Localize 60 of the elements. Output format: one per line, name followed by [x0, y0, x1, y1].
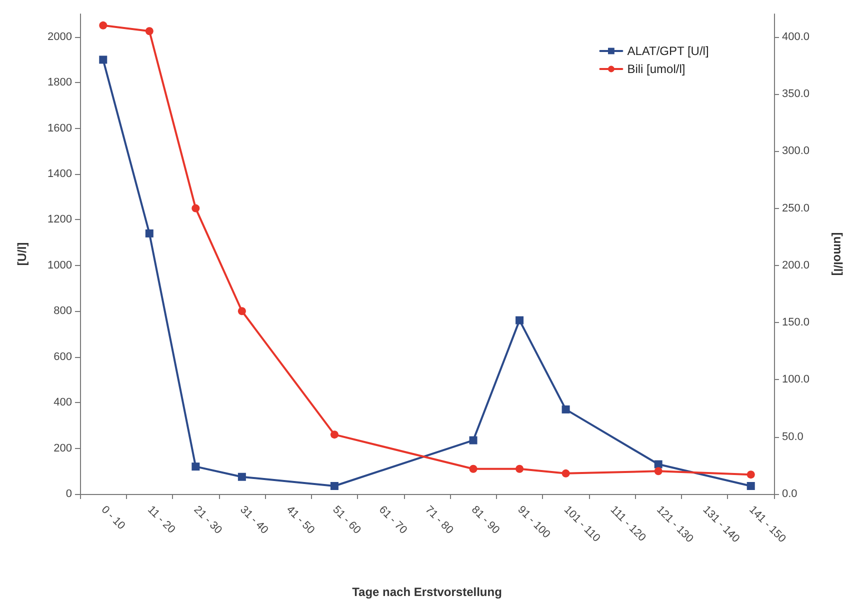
y-tick-label: 1800	[48, 76, 72, 89]
y-tick-label: 1000	[48, 259, 72, 272]
y2-tick-label: 50.0	[782, 430, 804, 443]
y-tick-label: 400	[54, 396, 72, 409]
x-tick-label: 101 - 110	[562, 504, 602, 544]
y2-tick-label: 400.0	[782, 30, 810, 43]
y-tick-label: 1600	[48, 122, 72, 134]
y2-tick-label: 250.0	[782, 202, 810, 214]
x-tick-label: 81 - 90	[469, 504, 502, 536]
x-tick-label: 41 - 50	[284, 504, 317, 536]
y-tick-label: 600	[54, 350, 72, 363]
y2-tick-label: 350.0	[782, 88, 810, 100]
y-tick-label: 200	[54, 442, 72, 454]
point	[746, 470, 755, 479]
y2-tick-label: 150.0	[782, 316, 810, 329]
x-tick-label: 121 - 130	[654, 504, 696, 546]
x-tick-label: 0 - 10	[98, 504, 128, 532]
y2-tick-label: 300.0	[782, 145, 810, 158]
x-tick-label: 21 - 30	[191, 504, 224, 536]
legend-label: ALAT/GPT [U/l]	[627, 44, 709, 58]
point	[145, 229, 154, 238]
point	[516, 316, 524, 324]
point	[469, 436, 478, 444]
y2-axis-title: [umol/l]	[831, 232, 845, 276]
y2-tick-label: 0.0	[782, 488, 798, 500]
x-tick-label: 91 - 100	[515, 504, 552, 541]
point	[654, 460, 662, 468]
point	[145, 27, 154, 36]
x-tick-label: 71 - 80	[422, 504, 456, 536]
point	[469, 464, 478, 473]
point	[192, 462, 200, 471]
x-tick-label: 31 - 40	[238, 504, 270, 536]
y-tick-label: 1400	[48, 168, 72, 180]
x-tick-label: 141 - 150	[746, 504, 788, 546]
y-axis-title: [U/l]	[15, 242, 29, 266]
y2-tick-label: 100.0	[782, 374, 810, 386]
point	[238, 307, 246, 316]
x-tick-label: 11 - 20	[145, 504, 178, 536]
legend-label: Bili [umol/l]	[627, 62, 686, 76]
y-tick-label: 800	[54, 305, 72, 318]
x-tick-label: 61 - 70	[376, 504, 410, 536]
point	[99, 56, 108, 64]
y-tick-label: 2000	[48, 30, 72, 43]
point	[746, 482, 755, 490]
point	[192, 204, 200, 212]
y-tick-label: 1200	[48, 214, 72, 226]
point	[516, 464, 524, 473]
y2-tick-label: 200.0	[782, 259, 810, 272]
x-tick-label: 51 - 60	[330, 504, 363, 536]
point	[654, 467, 662, 476]
y-tick-label: 0	[66, 488, 72, 500]
point	[238, 472, 246, 481]
x-tick-label: 131 - 140	[700, 504, 742, 546]
point	[99, 21, 108, 30]
x-axis-title: Tage nach Erstvorstellung	[352, 585, 502, 599]
point	[330, 482, 338, 490]
point	[562, 405, 570, 414]
point	[562, 469, 570, 478]
x-tick-label: 111 - 120	[608, 504, 648, 544]
point	[330, 430, 338, 439]
